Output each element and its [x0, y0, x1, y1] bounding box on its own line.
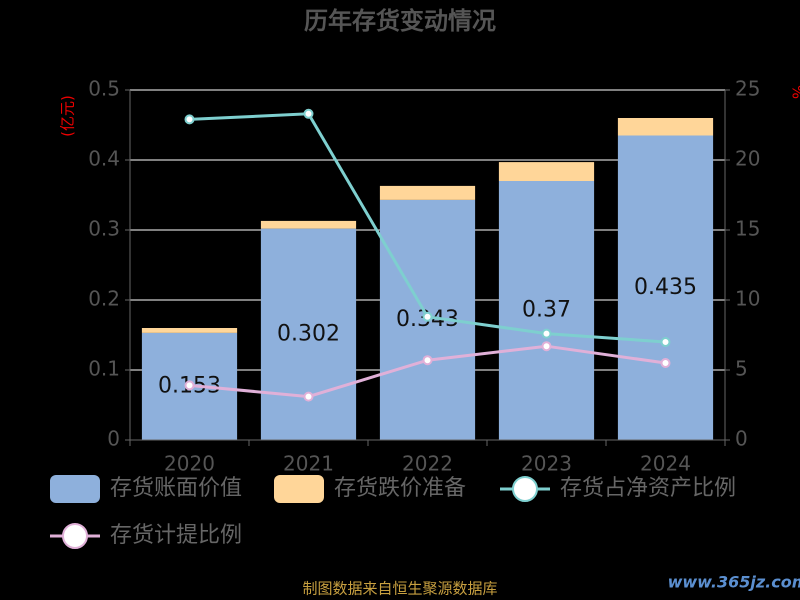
x-tick-label: 2020 [164, 452, 215, 476]
y2-tick-label: 20 [735, 147, 760, 171]
line-marker [660, 337, 671, 347]
data-label: 0.37 [522, 298, 571, 323]
y-tick-label: 0.2 [88, 287, 120, 311]
y-tick-label: 0.4 [88, 147, 120, 171]
legend-label: 存货跌价准备 [334, 476, 466, 501]
y2-axis-label: % [789, 85, 800, 99]
line-marker [541, 341, 552, 352]
y-tick-label: 0 [107, 427, 120, 451]
bar [379, 185, 476, 200]
bar [498, 162, 595, 181]
bar [498, 181, 595, 440]
x-tick-label: 2021 [283, 452, 334, 476]
data-label: 0.435 [634, 275, 697, 300]
y2-tick-label: 0 [735, 427, 748, 451]
line-marker [303, 391, 314, 402]
y-tick-label: 0.5 [88, 77, 120, 101]
line-marker [303, 108, 314, 119]
line-marker [184, 380, 195, 391]
line-marker [660, 358, 671, 368]
watermark: www.365jz.com [668, 573, 800, 592]
bar [617, 118, 714, 136]
y2-tick-label: 15 [735, 217, 760, 241]
bar [141, 328, 238, 333]
y-axis-label: (亿元) [59, 95, 77, 137]
line-marker [422, 311, 433, 322]
legend-swatch [512, 476, 538, 502]
bar [260, 228, 357, 440]
y-tick-label: 0.3 [88, 217, 120, 241]
legend-swatch [274, 475, 324, 503]
y2-tick-label: 10 [735, 287, 760, 311]
data-label: 0.302 [277, 321, 340, 346]
y2-tick-label: 25 [735, 77, 760, 101]
y2-tick-label: 5 [735, 357, 748, 381]
legend-label: 存货占净资产比例 [560, 476, 736, 501]
source-note: 制图数据来自恒生聚源数据库 [302, 580, 497, 598]
legend-label: 存货计提比例 [110, 523, 242, 548]
x-tick-label: 2023 [521, 452, 572, 476]
line-marker [541, 328, 552, 339]
legend-label: 存货账面价值 [110, 476, 242, 501]
legend-swatch [50, 475, 100, 503]
x-tick-label: 2024 [640, 452, 691, 476]
legend-swatch [62, 523, 88, 549]
x-tick-label: 2022 [402, 452, 453, 476]
bar [260, 220, 357, 229]
line-marker [184, 114, 195, 125]
chart-title: 历年存货变动情况 [304, 7, 496, 35]
bar [617, 135, 714, 440]
y-tick-label: 0.1 [88, 357, 120, 381]
line-marker [422, 355, 433, 366]
